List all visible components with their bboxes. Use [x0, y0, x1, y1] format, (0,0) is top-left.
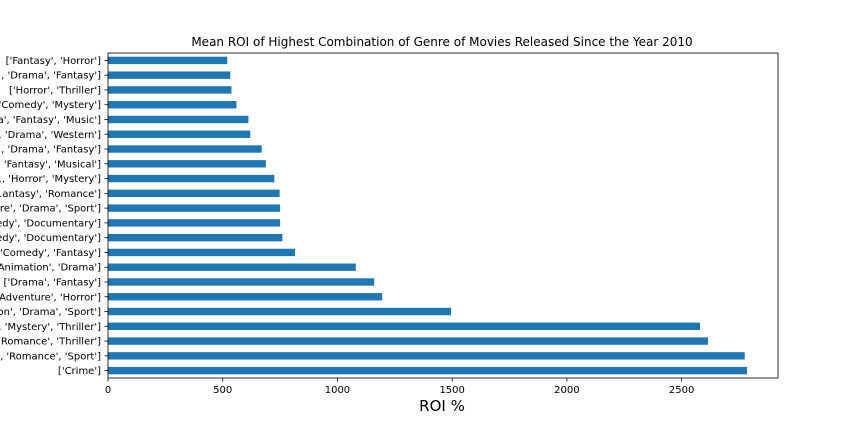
x-tick-label: 1500: [439, 385, 464, 396]
y-tick-label: ...'Comedy', 'Fantasy']: [0, 248, 101, 259]
bar: [108, 174, 275, 183]
bar: [108, 101, 237, 109]
bar: [108, 56, 228, 65]
bar: [108, 219, 281, 227]
y-tick-label: ['Crime']: [58, 366, 101, 377]
bar: [108, 115, 249, 124]
bar: [108, 160, 266, 168]
bar: [108, 71, 231, 79]
plot-frame: [107, 52, 779, 379]
bar: [108, 352, 745, 360]
bar: [108, 263, 356, 271]
y-tick-label: ['Horror', 'Thriller']: [9, 85, 101, 96]
y-tick-label: ... 'Drama', 'Western']: [0, 130, 101, 141]
y-axis-ticks: ['Crime'] ..., 'Romance', 'Sport'] ...Roma…: [0, 56, 108, 377]
bar: [108, 86, 232, 94]
x-axis-ticks: 0 500 1000 1500 2000 2500: [105, 378, 694, 396]
y-tick-label: ['Fantasy', 'Horror']: [6, 56, 101, 67]
x-tick-label: 1000: [325, 385, 350, 396]
y-tick-label: ..., 'Drama', 'Fantasy']: [0, 145, 101, 156]
y-tick-label: ...a', 'Fantasy', 'Music']: [0, 115, 101, 126]
bar: [108, 189, 280, 198]
y-tick-label: ...'Comedy', 'Mystery']: [0, 100, 101, 111]
y-tick-label: ... 'Fantasy', 'Musical']: [0, 159, 101, 170]
y-tick-label: ..., 'Drama', 'Fantasy']: [0, 71, 101, 82]
x-tick-label: 500: [213, 385, 232, 396]
bar: [108, 337, 709, 345]
x-axis-label: ROI %: [419, 397, 465, 415]
bar: [108, 366, 748, 375]
bar: [108, 322, 700, 330]
y-tick-label: ..., 'Horror', 'Mystery']: [0, 174, 101, 185]
y-tick-label: ...edy', 'Documentary']: [0, 218, 101, 229]
chart-title: Mean ROI of Highest Combination of Genre…: [191, 35, 692, 49]
bar: [108, 278, 375, 286]
y-tick-label: ...re', 'Drama', 'Sport']: [0, 204, 101, 215]
y-tick-label: ...Romance', 'Thriller']: [0, 337, 101, 348]
y-tick-label: ...Animation', 'Drama']: [0, 263, 101, 274]
y-tick-label: ...edy', 'Documentary']: [0, 233, 101, 244]
bar: [108, 204, 281, 212]
y-tick-label: ... ['Drama', 'Fantasy']: [0, 277, 101, 288]
bar: [108, 233, 283, 242]
bar: [108, 130, 251, 138]
bar: [108, 145, 262, 153]
y-tick-label: ..., 'Romance', 'Sport']: [0, 351, 101, 362]
bar: [108, 248, 296, 257]
bar: [108, 293, 383, 301]
x-tick-label: 2000: [554, 385, 579, 396]
y-tick-label: ...on', 'Drama', 'Sport']: [0, 307, 101, 318]
y-tick-label: ...antasy', 'Romance']: [0, 189, 101, 200]
y-tick-label: ...Adventure', 'Horror']: [0, 292, 101, 303]
x-tick-label: 2500: [669, 385, 694, 396]
x-tick-label: 0: [105, 385, 111, 396]
bar: [108, 307, 452, 316]
bar-group: [108, 56, 748, 375]
y-tick-label: ... 'Mystery', 'Thriller']: [0, 322, 101, 333]
